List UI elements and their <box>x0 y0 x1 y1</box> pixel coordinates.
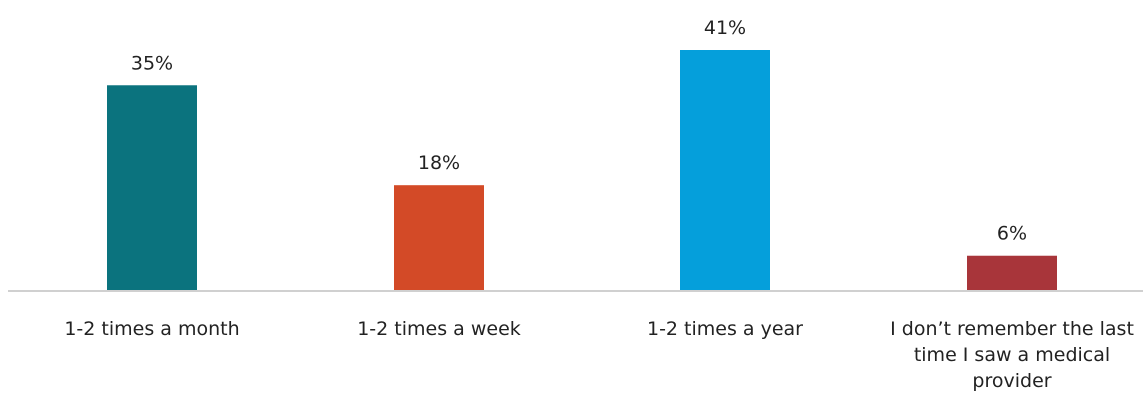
category-labels-group: 1-2 times a month 1-2 times a week 1-2 tim… <box>64 318 1134 392</box>
data-label-3: 41% <box>704 17 746 39</box>
data-label-1: 35% <box>131 52 173 74</box>
data-label-2: 18% <box>418 152 460 174</box>
category-label-line: 1-2 times a year <box>647 318 803 340</box>
bar-3 <box>680 50 770 291</box>
category-label-line: I don’t remember the last <box>890 318 1134 340</box>
category-label-line: time I saw a medical <box>914 344 1110 366</box>
category-label-2: 1-2 times a week <box>357 318 521 340</box>
bar-2 <box>394 185 484 291</box>
category-label-1: 1-2 times a month <box>64 318 239 340</box>
bar-1 <box>107 85 197 291</box>
bar-4 <box>967 255 1057 291</box>
category-label-line: 1-2 times a week <box>357 318 521 340</box>
data-labels-group: 35% 18% 41% 6% <box>131 17 1027 245</box>
category-label-3: 1-2 times a year <box>647 318 803 340</box>
category-label-line: 1-2 times a month <box>64 318 239 340</box>
category-label-line: provider <box>972 370 1051 392</box>
category-label-4: I don’t remember the last time I saw a me… <box>890 318 1134 392</box>
data-label-4: 6% <box>997 223 1027 245</box>
bars-group <box>107 50 1057 291</box>
